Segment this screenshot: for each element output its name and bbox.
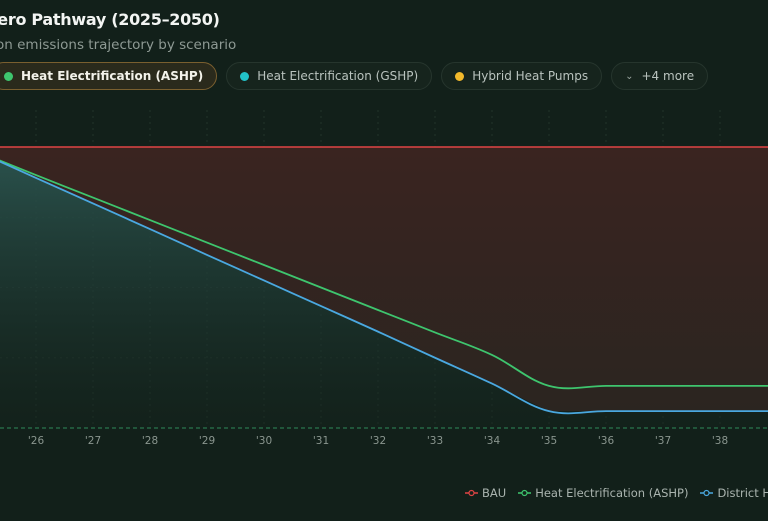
legend-item-district-heat[interactable]: District He bbox=[700, 486, 768, 500]
series-lines bbox=[0, 146, 768, 415]
chip-dot-icon bbox=[4, 71, 13, 81]
legend-swatch-icon bbox=[465, 489, 478, 497]
x-tick-label: '35 bbox=[541, 435, 557, 447]
x-tick-label: '26 bbox=[28, 435, 45, 447]
legend-label: BAU bbox=[482, 486, 507, 500]
chart-legend: BAU Heat Electrification (ASHP) District… bbox=[465, 486, 768, 500]
chip-label: Heat Electrification (GSHP) bbox=[257, 69, 419, 83]
chip-dot-icon bbox=[240, 71, 250, 81]
chip-dot-icon bbox=[455, 71, 465, 81]
more-label: +4 more bbox=[641, 69, 695, 83]
legend-label: Heat Electrification (ASHP) bbox=[535, 486, 689, 500]
emissions-line-chart: '26 '27 '28 '29 '30 '31 '32 '33 '34 '35 '36 '37 '38 bbox=[0, 110, 768, 447]
chart-subtitle: on emissions trajectory by scenario bbox=[0, 37, 237, 53]
x-tick-label: '32 bbox=[370, 435, 386, 447]
chip-label: Hybrid Heat Pumps bbox=[472, 69, 589, 83]
more-scenarios-button[interactable]: ⌄ +4 more bbox=[611, 62, 709, 90]
x-tick-label: '38 bbox=[712, 435, 728, 447]
legend-label: District He bbox=[717, 486, 768, 500]
gap-to-bau-area bbox=[0, 147, 768, 412]
legend-swatch-icon bbox=[518, 489, 532, 497]
x-tick-label: '34 bbox=[484, 435, 501, 447]
x-tick-label: '29 bbox=[199, 435, 215, 447]
scenario-filter-chips: Heat Electrification (ASHP) Heat Electri… bbox=[0, 62, 709, 90]
lowest-scenario-area bbox=[0, 161, 768, 428]
series-line-district-he[interactable] bbox=[0, 152, 768, 415]
chip-hybrid-heat-pumps[interactable]: Hybrid Heat Pumps bbox=[441, 62, 603, 90]
x-tick-label: '28 bbox=[142, 435, 158, 447]
chip-label: Heat Electrification (ASHP) bbox=[21, 69, 204, 83]
x-tick-label: '31 bbox=[313, 435, 329, 447]
x-tick-label: '27 bbox=[85, 435, 101, 447]
legend-swatch-icon bbox=[700, 489, 714, 497]
x-tick-label: '36 bbox=[598, 435, 615, 447]
series-line-heat-electrification-ashp-[interactable] bbox=[0, 152, 768, 390]
x-axis-ticks: '26 '27 '28 '29 '30 '31 '32 '33 '34 '35 '36 '37 '38 bbox=[28, 435, 728, 447]
x-tick-label: '30 bbox=[256, 435, 272, 447]
chevron-down-icon: ⌄ bbox=[625, 70, 634, 82]
chip-heat-electrification-gshp[interactable]: Heat Electrification (GSHP) bbox=[226, 62, 433, 90]
legend-item-ashp[interactable]: Heat Electrification (ASHP) bbox=[518, 486, 688, 500]
chip-heat-electrification-ashp[interactable]: Heat Electrification (ASHP) bbox=[0, 62, 218, 90]
x-tick-label: '37 bbox=[655, 435, 671, 447]
chart-title: Zero Pathway (2025–2050) bbox=[0, 10, 220, 29]
x-tick-label: '33 bbox=[427, 435, 443, 447]
legend-item-bau[interactable]: BAU bbox=[465, 486, 506, 500]
